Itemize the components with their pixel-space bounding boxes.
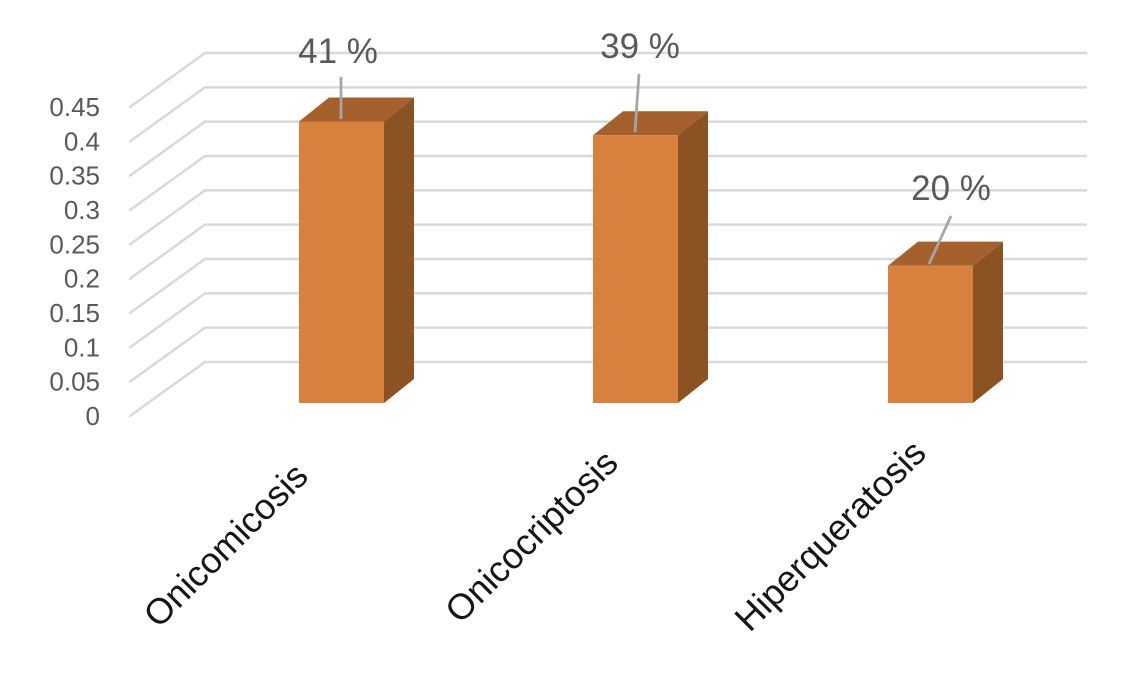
value-label-onicomicosis: 41 % (298, 32, 378, 71)
ytick-label-0.3: 0.3 (64, 195, 100, 225)
gridline-depth-0.45 (128, 51, 207, 109)
ytick-label-0: 0 (86, 401, 100, 431)
category-label-onicomicosis: Onicomicosis (135, 455, 315, 635)
ytick-label-0.1: 0.1 (64, 332, 100, 362)
gridline-depth-0.35 (128, 120, 207, 177)
ytick-label-0.25: 0.25 (49, 229, 100, 259)
ytick-label-0.45: 0.45 (49, 92, 100, 122)
leader-line-hiperqueratosis (927, 215, 953, 265)
ytick-label-0.2: 0.2 (64, 264, 100, 294)
bar-onicocriptosis-top-face (593, 111, 708, 136)
bar-onicomicosis-top-face (299, 97, 414, 122)
bar-onicocriptosis-front-face (593, 135, 678, 403)
value-label-onicocriptosis: 39 % (600, 27, 680, 66)
gridline-depth-0.05 (128, 326, 207, 383)
gridline-depth-0 (128, 360, 207, 418)
bar-onicocriptosis-side-face (678, 111, 708, 403)
ytick-label-0.35: 0.35 (49, 161, 100, 191)
ytick-label-0.05: 0.05 (49, 367, 100, 397)
ytick-label-0.15: 0.15 (49, 298, 100, 328)
bar-onicomicosis-front-face (299, 121, 384, 403)
leader-line-onicocriptosis (633, 73, 641, 133)
bar-hiperqueratosis-front-face (888, 265, 973, 403)
gridline-depth-0.2 (128, 223, 207, 280)
gridline-depth-0.4 (128, 86, 207, 143)
bar-hiperqueratosis-top-face (888, 241, 1003, 266)
category-label-onicocriptosis: Onicocriptosis (437, 442, 626, 631)
gridline-depth-0.15 (128, 257, 207, 315)
gridline-depth-0.3 (128, 154, 207, 212)
gridline-depth-0.25 (128, 189, 207, 246)
category-label-hiperqueratosis: Hiperqueratosis (726, 432, 933, 639)
gridline-depth-0.1 (128, 292, 207, 349)
value-label-hiperqueratosis: 20 % (911, 169, 991, 208)
bar-hiperqueratosis-side-face (973, 241, 1003, 403)
ytick-label-0.4: 0.4 (64, 126, 100, 156)
bar-onicomicosis-side-face (384, 97, 414, 403)
